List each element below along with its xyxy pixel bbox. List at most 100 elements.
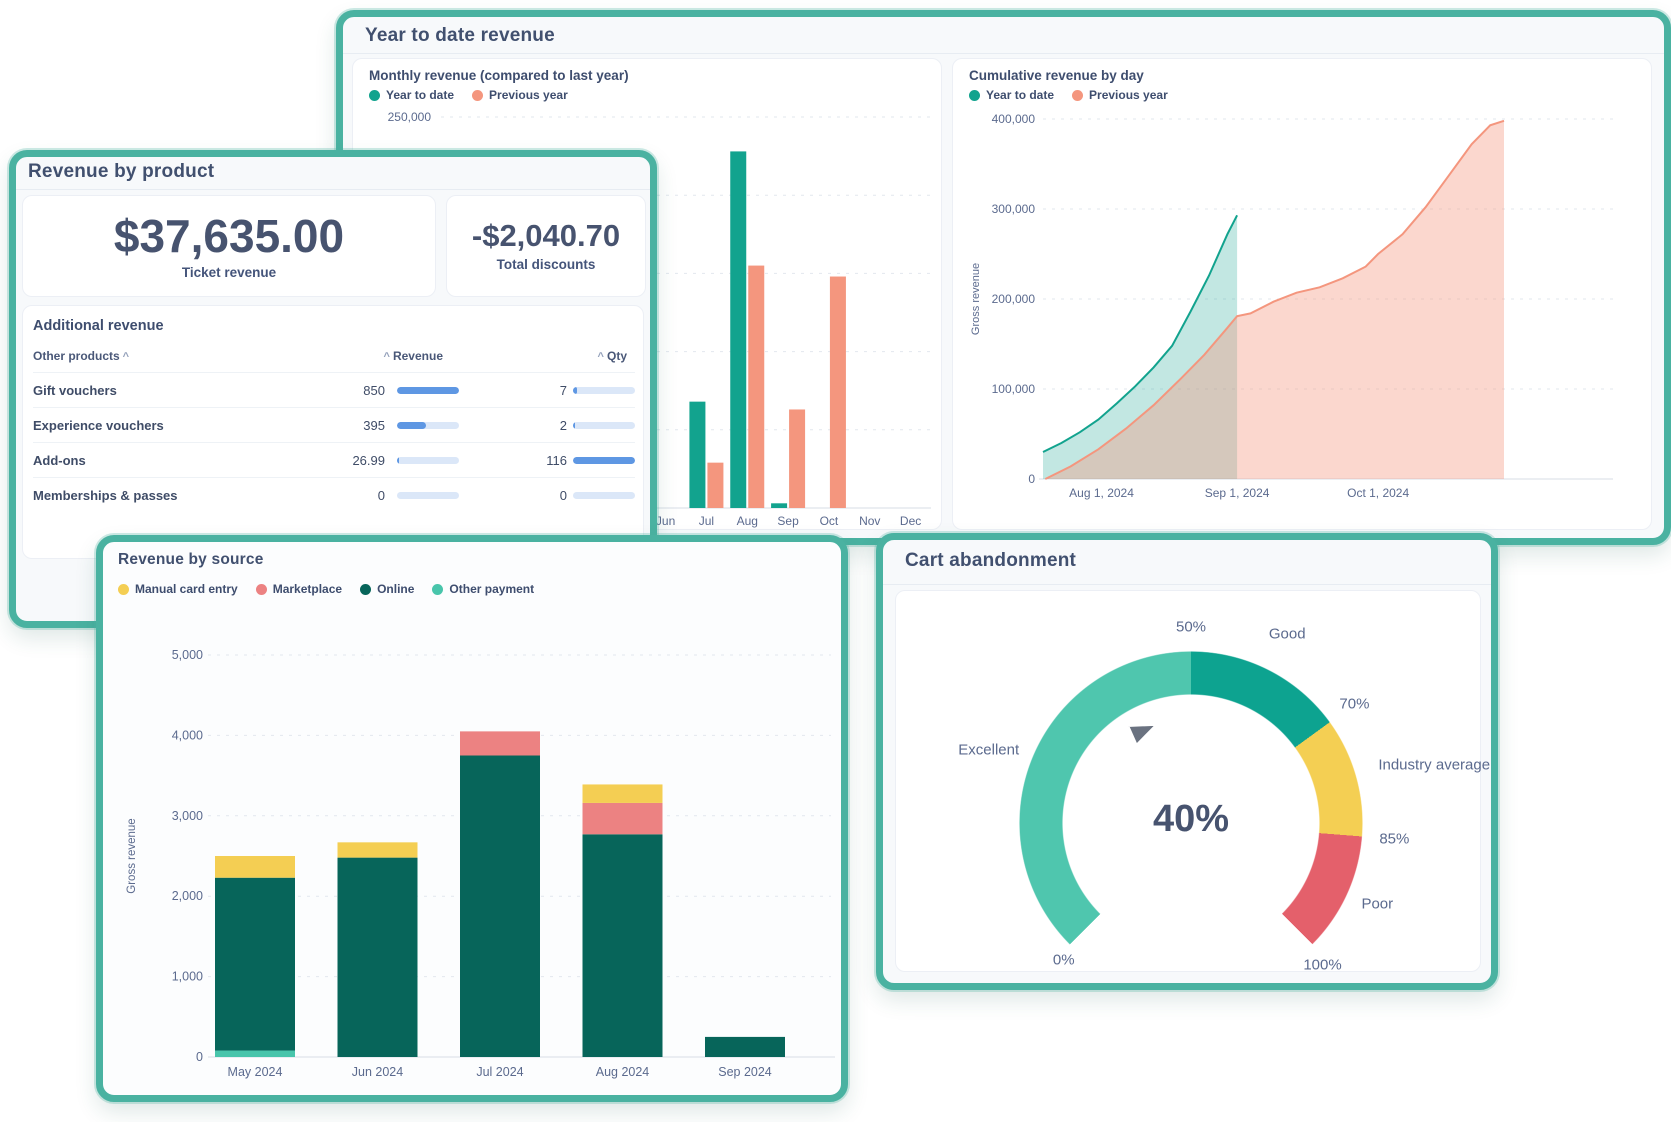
line-year-to-date <box>1042 214 1238 453</box>
legend-label: Year to date <box>986 88 1055 102</box>
card-title-product: Revenue by product <box>28 161 215 182</box>
card-title-ytd: Year to date revenue <box>365 25 555 46</box>
qty-bar-fill <box>573 422 575 429</box>
legend-dot-icon <box>432 583 444 595</box>
x-tick-label: Oct <box>820 514 839 528</box>
chart-title-monthly: Monthly revenue (compared to last year) <box>369 68 629 83</box>
chart-title-cumulative: Cumulative revenue by day <box>969 68 1144 83</box>
qty-value: 7 <box>559 383 567 398</box>
qty-bar <box>573 387 635 394</box>
revenue-value: 850 <box>363 383 385 398</box>
card-cart-abandonment: Cart abandonment 0% 50% 70% 85% 100% Excellen… <box>876 533 1498 995</box>
legend-item: Marketplace <box>255 582 342 596</box>
revenue-value: 26.99 <box>352 453 385 468</box>
table-row: Experience vouchers 395 2 <box>33 407 635 442</box>
gauge-value: 40% <box>1152 798 1230 840</box>
stacked-bar-segment <box>215 1050 295 1057</box>
panel-cumulative-revenue: Cumulative revenue by day Year to date Pr… <box>952 58 1652 530</box>
stacked-bar-segment <box>215 856 295 878</box>
sort-caret-icon: ^ <box>597 351 604 363</box>
area-previous-year <box>1045 120 1504 480</box>
x-tick-label: Jul 2024 <box>476 1065 523 1079</box>
stacked-bar-segment <box>337 842 418 858</box>
legend-dot-icon <box>1072 89 1084 101</box>
stacked-bar-segment <box>337 857 418 1057</box>
x-tick-label: Sep 2024 <box>718 1065 772 1079</box>
legend-source: Manual card entry Marketplace Online Other … <box>118 582 534 596</box>
line-previous-year <box>1044 119 1505 480</box>
legend-item: Year to date <box>369 88 454 102</box>
gauge-label: Industry average <box>1378 756 1491 774</box>
gauge-label: 50% <box>1175 618 1207 636</box>
y-tick-label: 0 <box>1028 472 1035 486</box>
card-revenue-by-source: Revenue by source Manual card entry Marke… <box>96 535 848 1102</box>
column-header-qty[interactable]: ^ Qty <box>597 349 627 363</box>
x-tick-label: May 2024 <box>228 1065 283 1079</box>
y-tick-label: 3,000 <box>172 809 203 823</box>
y-tick-label: 100,000 <box>992 382 1036 396</box>
qty-bar <box>573 457 635 464</box>
gauge-label: 70% <box>1339 695 1370 713</box>
column-header-other-products[interactable]: Other products ^ <box>33 349 130 363</box>
gauge-ring <box>1019 651 1363 995</box>
card-title-source: Revenue by source <box>118 551 264 568</box>
stacked-bar-segment <box>460 755 540 1057</box>
stacked-bar-segment <box>582 802 663 835</box>
y-tick-label: 1,000 <box>172 970 203 984</box>
bar-year-to-date <box>771 503 788 508</box>
legend-item: Manual card entry <box>118 582 238 596</box>
revenue-bar <box>397 492 459 499</box>
revenue-bar-fill <box>397 387 459 394</box>
revenue-bar <box>397 387 459 394</box>
bar-year-to-date <box>730 151 747 508</box>
product-label: Memberships & passes <box>33 488 178 503</box>
revenue-bar <box>397 422 459 429</box>
ticket-revenue-value: $37,635.00 <box>113 209 345 262</box>
legend-dot-icon <box>360 583 372 595</box>
y-tick-label: 250,000 <box>388 110 432 124</box>
legend-monthly: Year to date Previous year <box>369 88 568 102</box>
y-tick-label: 300,000 <box>992 202 1036 216</box>
legend-label: Previous year <box>489 88 568 102</box>
bar-previous-year <box>748 265 765 508</box>
x-tick-label: Sep <box>777 514 799 528</box>
gauge-label: Good <box>1268 625 1306 643</box>
qty-bar-fill <box>573 387 578 394</box>
qty-value: 116 <box>546 453 567 468</box>
legend-label: Other payment <box>449 582 535 596</box>
header-divider <box>343 53 1664 54</box>
product-label: Experience vouchers <box>33 418 164 433</box>
legend-label: Previous year <box>1089 88 1168 102</box>
table-row: Memberships & passes 0 0 <box>33 477 635 512</box>
qty-bar <box>573 422 635 429</box>
bar-previous-year <box>829 276 846 508</box>
ticket-revenue-label: Ticket revenue <box>181 264 277 280</box>
gauge-label: 85% <box>1379 830 1410 848</box>
bar-previous-year <box>707 462 724 508</box>
product-label: Add-ons <box>33 453 86 468</box>
column-header-revenue[interactable]: ^ Revenue <box>383 349 443 363</box>
legend-item: Previous year <box>472 88 568 102</box>
legend-dot-icon <box>255 583 267 595</box>
stacked-bar-segment <box>460 731 540 756</box>
legend-item: Other payment <box>432 582 534 596</box>
total-discounts-label: Total discounts <box>496 257 596 272</box>
additional-revenue-title: Additional revenue <box>33 318 164 334</box>
stacked-bar-segment <box>582 784 663 803</box>
gauge-label: Poor <box>1361 895 1394 913</box>
x-tick-label: Dec <box>900 514 921 528</box>
table-row: Add-ons 26.99 116 <box>33 442 635 477</box>
qty-bar <box>573 492 635 499</box>
stacked-bar-segment <box>215 877 295 1051</box>
legend-item: Online <box>360 582 414 596</box>
legend-label: Online <box>377 582 415 596</box>
qty-bar-fill <box>573 457 635 464</box>
legend-item: Previous year <box>1072 88 1168 102</box>
cumulative-revenue-area-chart: 0 100,000 200,000 300,000 400,000 Aug 1, 2024… <box>970 112 1613 500</box>
legend-dot-icon <box>472 89 484 101</box>
y-tick-label: 5,000 <box>172 648 203 662</box>
legend-label: Manual card entry <box>135 582 238 596</box>
x-tick-label: Jun <box>656 514 675 528</box>
legend-dot-icon <box>969 89 980 101</box>
